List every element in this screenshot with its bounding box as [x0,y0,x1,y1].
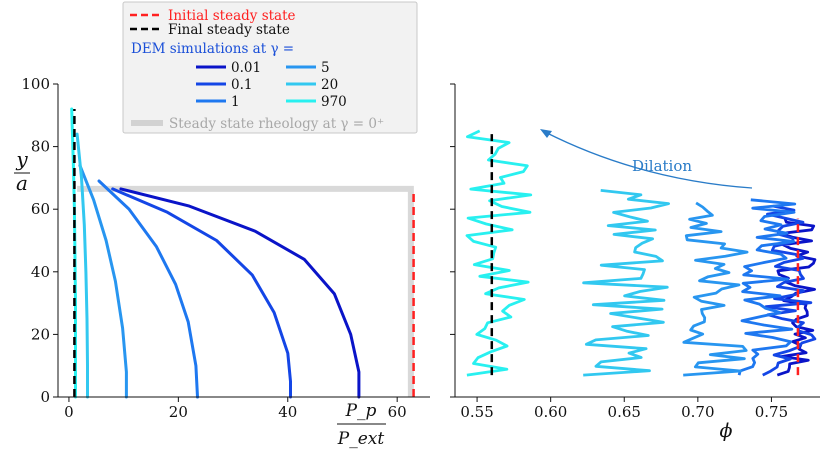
left-x-tick-label: 0 [64,403,74,421]
legend-dem-title: DEM simulations at γ = [131,41,294,57]
left-y-tick-label: 40 [31,263,50,281]
right-x-tick-label: 0.65 [608,403,641,421]
legend-gamma-label: 20 [321,77,338,93]
left-panel: 0 20 40 60 0 20 40 60 80 100 y a P_p P_ext [14,75,430,449]
left-x-tick-label: 40 [278,403,297,421]
left-series-line-gamma-0.01 [119,187,361,399]
right-x-tick-label: 0.60 [534,403,567,421]
left-series-line-gamma-1 [97,179,199,399]
left-y-tick-label: 80 [31,138,50,156]
left-y-tick-label: 0 [40,388,50,406]
right-series-line-gamma-5 [682,201,749,377]
dilation-arrow [544,131,753,189]
left-xlabel-numerator: P_p [345,401,377,421]
left-y-tick-label: 60 [31,200,50,218]
dilation-arrowhead-icon [540,129,552,138]
legend-gamma-label: 5 [321,60,330,76]
left-x-tick-label: 20 [169,403,188,421]
right-x-tick-label: 0.75 [755,403,788,421]
left-series-line-gamma-0.1 [111,187,292,399]
right-x-tick-label: 0.55 [460,403,493,421]
legend-gamma-label: 1 [231,94,240,110]
left-x-tick-label: 60 [388,403,407,421]
left-ylabel-denominator: a [16,171,28,195]
right-x-tick-label: 0.70 [681,403,714,421]
right-series-line-gamma-1 [737,198,797,376]
dilation-label: Dilation [632,157,692,175]
legend-gamma-label: 0.1 [231,77,252,93]
left-xlabel-denominator: P_ext [337,429,385,449]
rheology-line [77,185,414,397]
legend-gamma-label: 0.01 [231,60,261,76]
left-y-tick-label: 100 [21,75,50,93]
right-xlabel: ϕ [720,420,733,442]
legend-rheology-label: Steady state rheology at γ = 0⁺ [169,116,384,132]
right-series-line-gamma-20 [582,189,670,377]
left-series-line-gamma-20 [75,132,89,399]
right-panel: 0.55 0.60 0.65 0.70 0.75 ϕ Dilation [450,83,820,442]
left-y-tick-label: 20 [31,325,50,343]
legend: Initial steady state Final steady state … [122,1,418,134]
legend-gamma-label: 970 [321,94,347,110]
legend-initial-label: Initial steady state [168,8,296,24]
legend-final-label: Final steady state [168,22,290,38]
right-series-line-gamma-970 [465,129,533,377]
left-series-line-gamma-5 [78,163,128,399]
left-ylabel-numerator: y [15,147,28,171]
